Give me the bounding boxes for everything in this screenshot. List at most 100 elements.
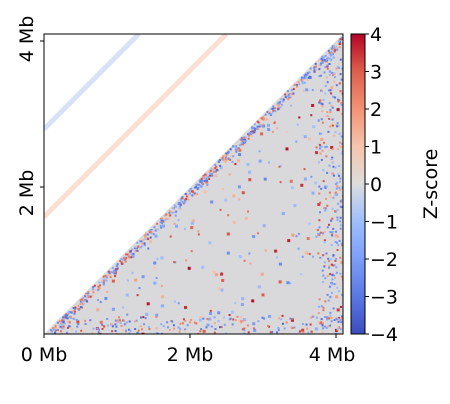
heatmap-cell [337,100,340,103]
heatmap-cell [258,159,262,163]
heatmap-cell [326,67,329,70]
heatmap-cell [329,92,332,95]
heatmap-cell [257,285,261,289]
heatmap-cell [331,48,334,51]
heatmap-cell [332,95,335,98]
heatmap-cell [86,300,89,303]
heatmap-cell [242,136,245,139]
heatmap-cell [147,326,150,329]
heatmap-cell [52,327,55,330]
heatmap-cell [220,288,224,292]
heatmap-cell [290,104,293,107]
heatmap-cell [99,284,102,287]
heatmap-cell [91,294,94,297]
heatmap-cell [193,194,196,196]
heatmap-cell [143,234,146,236]
heatmap-cell [247,331,250,334]
heatmap-plot-area [43,33,344,335]
heatmap-cell [301,82,304,85]
heatmap-cell [332,56,335,59]
heatmap-cell [338,165,341,167]
heatmap-cell [321,323,324,326]
heatmap-cell [232,194,236,198]
heatmap-cell [297,232,300,235]
heatmap-cell [128,328,130,331]
heatmap-cell [333,274,336,277]
heatmap-cell [330,146,334,149]
heatmap-cell [98,287,101,290]
heatmap-cell [183,202,186,205]
heatmap-cell [220,326,223,329]
heatmap-cell [306,72,309,75]
heatmap-cell [334,241,337,243]
heatmap-cell [125,321,128,324]
heatmap-cell [140,240,143,243]
heatmap-cell [81,330,84,333]
heatmap-cell [209,169,212,172]
heatmap-cell [328,265,331,268]
heatmap-cell [253,128,256,131]
heatmap-cell [208,317,211,320]
heatmap-cell [182,318,185,321]
heatmap-cell [291,233,295,237]
heatmap-cell [282,322,284,325]
heatmap-cell [278,102,281,105]
heatmap-cell [140,316,143,319]
colorbar-tick-label: −2 [370,249,398,271]
heatmap-cell [330,104,333,107]
heatmap-cell [321,331,324,334]
heatmap-cell [313,70,316,73]
heatmap-cell [329,314,332,317]
heatmap-cell [184,319,187,322]
heatmap-cell [341,112,343,115]
x-tick-label-0: 0 Mb [21,344,68,366]
heatmap-cell [312,255,314,258]
heatmap-cell [339,216,342,219]
heatmap-cell [181,197,184,200]
heatmap-cell [156,222,159,225]
heatmap-cell [289,93,292,96]
heatmap-cell [135,319,138,322]
heatmap-cell [105,276,108,279]
heatmap-cell [322,274,325,277]
heatmap-cell [335,67,338,70]
heatmap-cell [335,187,338,190]
heatmap-cell [332,254,335,257]
heatmap-cell [62,317,65,320]
heatmap-cell [318,147,321,150]
heatmap-cell [268,314,271,318]
heatmap-cell [122,329,125,331]
heatmap-cell [107,273,111,277]
heatmap-cell [331,74,334,77]
heatmap-cell [261,123,264,126]
heatmap-cell [164,214,166,217]
heatmap-cell [72,307,75,309]
heatmap-cell [338,99,341,102]
heatmap-cell [321,61,324,64]
heatmap-cell [247,210,250,213]
heatmap-cell [160,226,163,229]
heatmap-cell [333,134,336,137]
heatmap-cell [296,85,298,88]
heatmap-cell [333,72,336,75]
heatmap-cell [276,331,278,334]
heatmap-cell [331,291,333,294]
heatmap-cell [125,293,129,297]
heatmap-cell [272,109,275,112]
heatmap-cell [339,328,342,331]
heatmap-cell [79,303,82,306]
heatmap-cell [304,73,307,76]
heatmap-cell [194,186,196,189]
heatmap-cell [260,272,264,276]
heatmap-cell [338,186,341,189]
heatmap-cell [262,224,266,228]
heatmap-cell [331,283,334,286]
heatmap-cell [277,327,280,330]
heatmap-cell [164,218,167,221]
heatmap-cell [120,262,123,265]
heatmap-cell [149,240,153,244]
heatmap-cell [154,229,157,232]
heatmap-cell [240,303,244,306]
heatmap-cell [272,107,275,110]
